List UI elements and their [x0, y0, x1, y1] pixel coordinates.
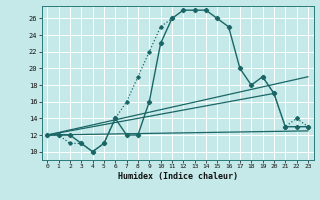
X-axis label: Humidex (Indice chaleur): Humidex (Indice chaleur)	[118, 172, 237, 181]
